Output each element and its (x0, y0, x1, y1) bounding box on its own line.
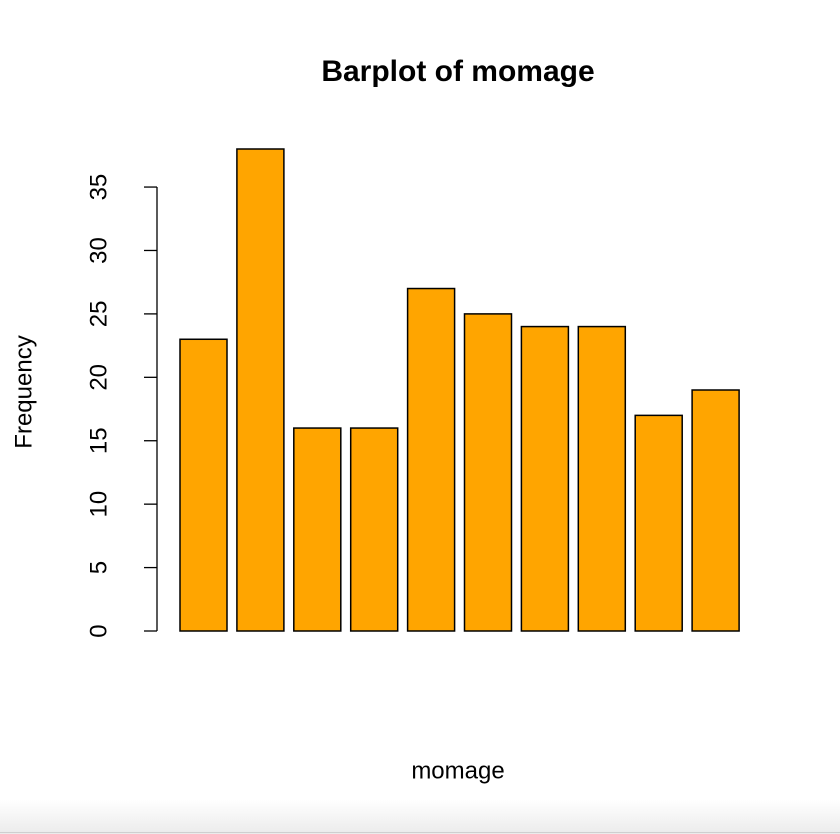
y-tick-label: 30 (85, 237, 112, 264)
bar (293, 427, 342, 632)
bar (691, 389, 740, 632)
window-edge (0, 800, 840, 834)
bar (520, 325, 570, 632)
bar (236, 148, 285, 632)
y-tick-label: 0 (85, 624, 112, 637)
y-tick-label: 35 (85, 174, 112, 201)
y-tick-label: 15 (85, 427, 112, 454)
bar (179, 338, 228, 632)
y-tick-label: 5 (85, 561, 112, 574)
bar (349, 427, 399, 632)
chart-title: Barplot of momage (321, 55, 594, 88)
bar (463, 313, 513, 632)
y-tick-label: 20 (85, 364, 112, 391)
bar (577, 325, 627, 632)
bar (634, 414, 683, 632)
y-axis-label: Frequency (10, 335, 37, 448)
x-axis-label: momage (411, 757, 504, 784)
y-tick-label: 25 (85, 301, 112, 328)
y-tick-label: 10 (85, 491, 112, 518)
bar (406, 287, 456, 632)
